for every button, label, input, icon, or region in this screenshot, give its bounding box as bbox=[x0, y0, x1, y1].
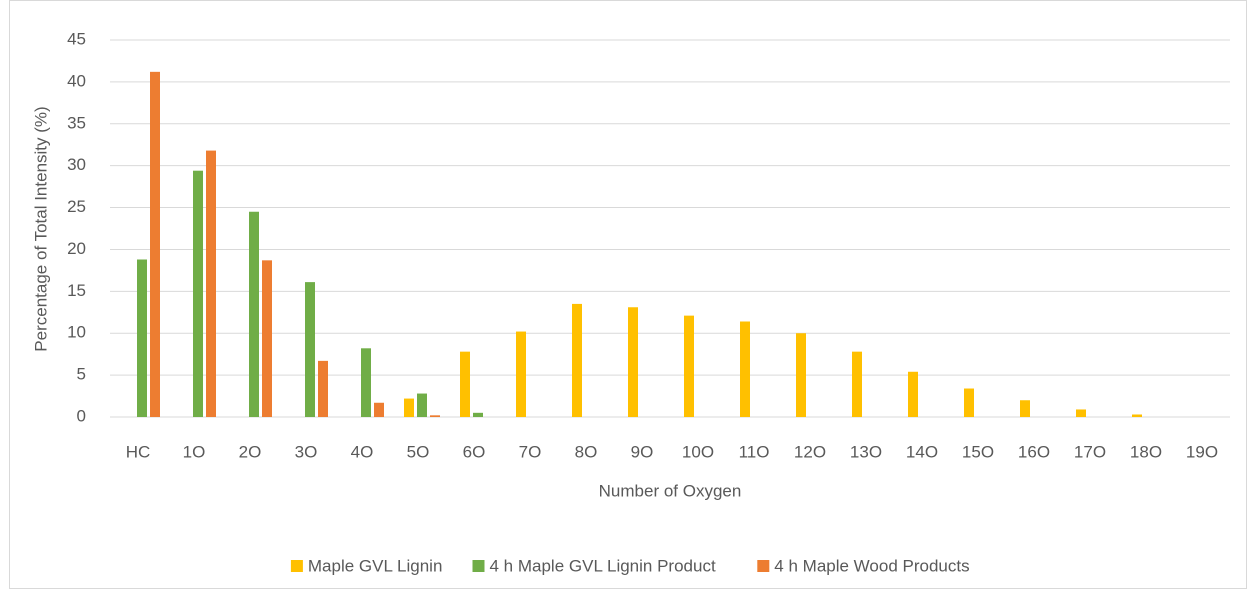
bar bbox=[1076, 409, 1086, 417]
x-tick-label: 11O bbox=[739, 442, 770, 461]
bar bbox=[404, 398, 414, 417]
y-tick-label: 20 bbox=[67, 239, 86, 258]
legend-swatch bbox=[757, 560, 770, 572]
y-axis-title: Percentage of Total Intensity (%) bbox=[31, 106, 50, 351]
x-tick-label: 8O bbox=[575, 442, 598, 461]
x-tick-label: 16O bbox=[1018, 442, 1050, 461]
bar bbox=[318, 360, 328, 417]
bar bbox=[1020, 400, 1030, 417]
bar bbox=[473, 412, 483, 417]
x-tick-label: 15O bbox=[962, 442, 994, 461]
bar bbox=[796, 333, 806, 417]
bar bbox=[193, 170, 203, 417]
bar bbox=[150, 71, 160, 417]
y-tick-label: 40 bbox=[67, 71, 86, 90]
bar bbox=[374, 402, 384, 417]
x-tick-label: 7O bbox=[519, 442, 542, 461]
bar bbox=[249, 211, 259, 417]
bar bbox=[361, 348, 371, 417]
legend-label: Maple GVL Lignin bbox=[308, 556, 443, 575]
bar bbox=[740, 321, 750, 417]
bar bbox=[572, 303, 582, 417]
bar bbox=[852, 351, 862, 417]
y-tick-label: 30 bbox=[67, 155, 86, 174]
y-tick-label: 15 bbox=[67, 281, 86, 300]
bar bbox=[206, 150, 216, 417]
bar bbox=[628, 307, 638, 417]
bar bbox=[460, 351, 470, 417]
y-tick-label: 35 bbox=[67, 113, 86, 132]
x-tick-label: 18O bbox=[1130, 442, 1162, 461]
x-tick-label: 9O bbox=[631, 442, 654, 461]
y-tick-label: 10 bbox=[67, 323, 86, 342]
x-tick-label: 4O bbox=[351, 442, 374, 461]
x-tick-label: 10O bbox=[682, 442, 714, 461]
x-tick-label: 5O bbox=[407, 442, 430, 461]
x-tick-label: 13O bbox=[850, 442, 882, 461]
y-tick-label: 25 bbox=[67, 197, 86, 216]
x-tick-label: 1O bbox=[183, 442, 206, 461]
y-tick-label: 5 bbox=[77, 365, 86, 384]
bar bbox=[137, 259, 147, 417]
bar bbox=[430, 415, 440, 417]
bar bbox=[684, 315, 694, 417]
legend-label: 4 h Maple Wood Products bbox=[774, 556, 969, 575]
x-tick-label: 14O bbox=[906, 442, 938, 461]
legend-swatch bbox=[472, 560, 485, 572]
x-tick-label: 3O bbox=[295, 442, 318, 461]
x-tick-label: 12O bbox=[794, 442, 826, 461]
bar bbox=[516, 331, 526, 417]
bar bbox=[262, 260, 272, 417]
bar bbox=[305, 282, 315, 417]
y-tick-label: 0 bbox=[77, 406, 86, 425]
x-tick-label: 6O bbox=[463, 442, 486, 461]
x-tick-label: 19O bbox=[1186, 442, 1218, 461]
bar bbox=[1132, 414, 1142, 417]
x-tick-label: 2O bbox=[239, 442, 262, 461]
legend-label: 4 h Maple GVL Lignin Product bbox=[490, 556, 716, 575]
bar bbox=[964, 388, 974, 417]
x-tick-label: HC bbox=[126, 442, 151, 461]
bar bbox=[908, 371, 918, 417]
x-axis-title: Number of Oxygen bbox=[599, 481, 742, 500]
bar bbox=[417, 393, 427, 417]
y-tick-label: 45 bbox=[67, 29, 86, 48]
legend-swatch bbox=[290, 560, 303, 572]
x-tick-label: 17O bbox=[1074, 442, 1106, 461]
